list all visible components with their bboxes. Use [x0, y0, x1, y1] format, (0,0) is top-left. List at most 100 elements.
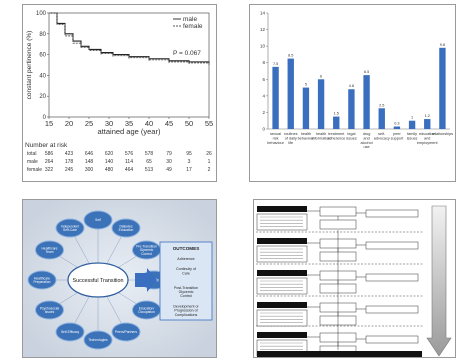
- bar: [272, 66, 279, 129]
- y-tick-label: 0: [262, 127, 265, 132]
- diagram-node-label: Healthcare Team: [42, 246, 58, 254]
- side-box: [365, 335, 419, 344]
- outcome-arrow: [135, 268, 157, 292]
- x-tick-label: 40: [145, 119, 153, 128]
- risk-value: 178: [65, 159, 74, 165]
- risk-value: 79: [166, 151, 172, 157]
- risk-value: 3: [188, 159, 191, 165]
- x-tick-label: 55: [205, 119, 213, 128]
- x-tick-label: 30: [105, 119, 113, 128]
- diagram-node: [83, 330, 113, 350]
- risk-value: 49: [166, 167, 172, 173]
- category-label: family issues: [407, 132, 418, 140]
- diagram-node: [55, 218, 85, 238]
- bar-data-label: 5: [305, 83, 307, 87]
- risk-row-label: male: [27, 159, 38, 165]
- survival-chart: 100 80 60 40 20 015 20 25 30 35 40 45 50 55 attained a…: [25, 11, 213, 173]
- risk-value: 578: [145, 151, 154, 157]
- step-detail-box: [256, 245, 308, 263]
- outcome-item: Development or Progression of Complication…: [173, 304, 199, 316]
- bar-data-label: 2.5: [379, 103, 384, 107]
- survival-chart-panel: 100 80 60 40 20 0 15 20 25 30 35 40 45 50 55 attained a…: [22, 4, 217, 182]
- bar-data-label: 6: [320, 74, 322, 78]
- category-label: treatment adherence: [327, 132, 345, 140]
- bar: [393, 126, 401, 129]
- bar-data-label: 0.3: [394, 122, 399, 126]
- risk-value: 30: [166, 159, 172, 165]
- risk-value: 480: [105, 167, 114, 173]
- legend-entry: female: [183, 23, 203, 30]
- diagram-node-label: Technologies: [88, 338, 108, 342]
- legend-entry: male: [183, 16, 197, 23]
- bar: [439, 47, 446, 129]
- diagram-node: [83, 210, 113, 230]
- diagram-node-label: Diabetes Education: [119, 224, 134, 232]
- y-tick-label: 4: [262, 93, 265, 98]
- side-box: [365, 209, 419, 218]
- x-axis-label: attained age (year): [98, 127, 161, 136]
- y-tick-label: 0: [43, 115, 47, 121]
- y-tick-label: 2: [262, 110, 265, 115]
- progress-arrow: [426, 205, 452, 357]
- risk-row-label: female: [27, 167, 42, 173]
- risk-value: 576: [125, 151, 134, 157]
- flowchart: [256, 205, 452, 357]
- bar-data-label: 1: [411, 116, 413, 120]
- x-tick-label: 50: [185, 119, 193, 128]
- outcome-item: Continuity of Care: [176, 267, 196, 275]
- category-label: health information: [312, 132, 331, 140]
- step-detail-box: [256, 309, 308, 327]
- diagram-node-label: Education/Occupation: [138, 306, 155, 314]
- risk-value: 1: [208, 159, 211, 165]
- y-tick-label: 8: [262, 60, 265, 65]
- x-tick-label: 45: [165, 119, 173, 128]
- p-value-annotation: P = 0.067: [173, 50, 201, 57]
- diagram-node: [35, 240, 65, 260]
- bar: [424, 119, 431, 129]
- side-box: [365, 305, 419, 314]
- risk-value: 140: [105, 159, 114, 165]
- y-tick-label: 60: [39, 53, 46, 59]
- outcomes-title: OUTCOMES: [173, 246, 200, 251]
- transition-diagram: Self Diabetes Education Pre-Transition Glyce…: [23, 200, 216, 357]
- bar: [408, 120, 416, 129]
- risk-value: 620: [105, 151, 114, 157]
- risk-value: 65: [146, 159, 152, 165]
- bar: [287, 58, 294, 130]
- y-tick-label: 14: [260, 11, 266, 16]
- risk-value: 464: [125, 167, 134, 173]
- step-header-box: [257, 238, 307, 244]
- risk-value: 423: [65, 151, 74, 157]
- process-box: [319, 206, 357, 217]
- category-label: sexual risk behaviour: [267, 132, 284, 145]
- risk-value: 2: [208, 167, 211, 173]
- center-node: [67, 262, 129, 298]
- risk-row-label: total: [27, 151, 36, 157]
- y-axis-label: constant pertinence (%): [26, 31, 33, 100]
- risk-value: 17: [186, 167, 192, 173]
- diagram-node-label: Healthcare Preparation: [33, 276, 50, 284]
- y-tick-label: 10: [260, 44, 266, 49]
- bar-data-label: 7.5: [273, 62, 278, 66]
- outcome-item: Post-Transition Glycemic Control: [174, 286, 198, 298]
- y-tick-label: 20: [39, 94, 46, 100]
- risk-value: 322: [45, 167, 54, 173]
- step-header-box: [257, 206, 307, 212]
- outcomes-box: [159, 241, 213, 321]
- side-box: [365, 241, 419, 250]
- diagram-node: [27, 270, 57, 290]
- y-tick-label: 12: [260, 27, 266, 32]
- category-label: legal issues: [346, 132, 357, 140]
- bar-chart: 14 12 10 8 6 4 2 0 7.5 sexual risk behaviour 8.5 rout…: [260, 11, 453, 150]
- outcome-item: Adherence: [177, 257, 194, 261]
- category-label: health behaviour: [298, 132, 315, 140]
- diagram-node-label: Pre-Transition Glycemic Control: [136, 245, 157, 256]
- y-tick-label: 100: [36, 11, 47, 17]
- flowchart-panel: [253, 199, 456, 358]
- y-tick-label: 80: [39, 32, 46, 38]
- category-label: routines of daily life: [284, 132, 298, 145]
- diagram-node: [55, 322, 85, 342]
- bar-data-label: 8.5: [288, 54, 293, 58]
- risk-value: 95: [186, 151, 192, 157]
- step-detail-box: [256, 213, 308, 231]
